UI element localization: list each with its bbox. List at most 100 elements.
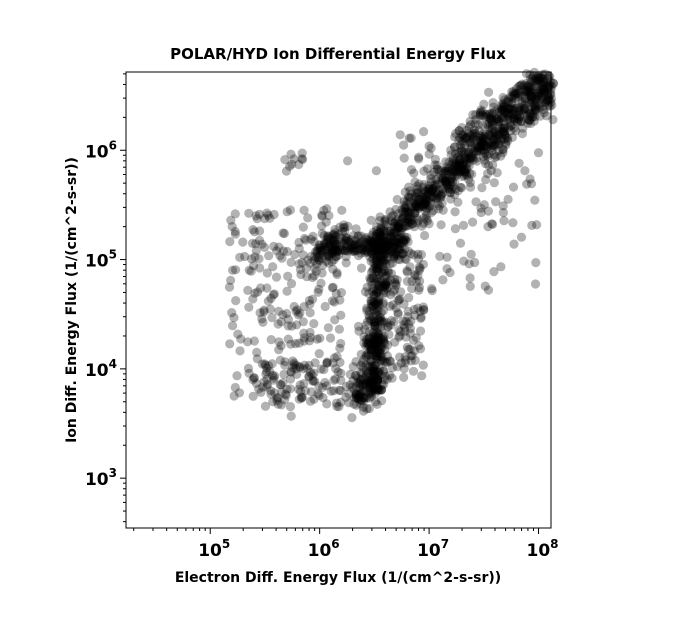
data-point <box>520 166 530 176</box>
data-point <box>406 133 416 143</box>
data-point <box>377 233 387 243</box>
data-point <box>403 237 413 247</box>
data-point <box>283 334 293 344</box>
data-point <box>373 375 383 385</box>
data-point <box>441 176 451 187</box>
data-point <box>376 326 386 336</box>
data-point <box>474 143 484 153</box>
data-point <box>435 251 445 261</box>
data-point <box>415 306 425 317</box>
data-point <box>474 141 484 151</box>
data-point <box>476 142 486 152</box>
data-point <box>356 244 366 255</box>
data-point <box>379 228 389 239</box>
data-point <box>461 169 471 179</box>
data-point <box>492 133 502 143</box>
data-point <box>363 243 373 254</box>
data-point <box>356 388 366 399</box>
data-point <box>545 89 555 99</box>
data-point <box>436 165 446 176</box>
data-point <box>497 134 507 144</box>
data-point <box>373 376 383 386</box>
data-point <box>244 368 254 378</box>
data-point <box>470 131 480 141</box>
data-point <box>463 174 474 184</box>
data-point <box>495 123 505 133</box>
data-point <box>321 251 331 261</box>
data-point <box>456 163 466 173</box>
data-point <box>387 258 397 268</box>
data-point <box>526 98 536 108</box>
data-point <box>496 262 506 272</box>
data-point <box>464 147 474 157</box>
data-point <box>492 130 502 140</box>
data-point <box>367 378 377 388</box>
data-point <box>445 187 455 198</box>
data-point <box>503 103 513 114</box>
data-point <box>513 88 523 98</box>
data-point <box>376 341 386 351</box>
data-point <box>373 385 383 395</box>
data-point <box>457 143 467 153</box>
data-point <box>260 401 271 411</box>
y-tick-label: 106 <box>85 138 117 162</box>
data-point <box>461 132 471 142</box>
data-point <box>266 389 276 399</box>
data-point <box>526 118 536 129</box>
data-point <box>378 244 388 254</box>
data-point <box>366 389 376 399</box>
data-point <box>537 72 547 82</box>
data-point <box>408 366 419 376</box>
data-point <box>356 360 366 370</box>
data-point <box>225 339 235 349</box>
data-point <box>288 362 298 373</box>
data-point <box>438 184 448 194</box>
data-point <box>537 94 547 104</box>
data-point <box>402 342 412 352</box>
data-point <box>374 227 384 237</box>
data-point <box>516 232 527 242</box>
data-point <box>283 271 293 281</box>
data-point <box>519 104 529 114</box>
data-point <box>503 109 513 119</box>
data-point <box>367 355 377 365</box>
data-point <box>373 384 383 394</box>
data-point <box>332 239 342 249</box>
data-point <box>278 246 289 256</box>
data-point <box>312 247 322 258</box>
data-point <box>395 352 405 362</box>
data-point <box>366 347 376 357</box>
data-point <box>373 348 383 358</box>
data-point <box>366 344 376 354</box>
data-point <box>400 326 410 336</box>
data-point <box>263 296 273 306</box>
data-point <box>368 301 378 311</box>
data-point <box>371 245 381 255</box>
data-point <box>370 361 380 371</box>
data-point <box>371 308 381 318</box>
data-point <box>500 129 510 139</box>
data-point <box>365 382 375 392</box>
data-point <box>490 115 500 126</box>
data-point <box>248 391 258 401</box>
data-point <box>376 276 386 287</box>
data-point <box>249 373 259 383</box>
data-point <box>285 374 296 384</box>
data-point <box>370 279 380 289</box>
data-point <box>463 128 474 138</box>
data-point <box>377 243 387 253</box>
data-point <box>370 348 381 358</box>
data-point <box>375 313 385 323</box>
data-point <box>248 294 258 304</box>
data-point <box>491 130 501 140</box>
data-point <box>368 328 378 338</box>
data-point <box>353 240 363 250</box>
data-point <box>505 104 515 114</box>
data-point <box>361 244 371 254</box>
data-point <box>300 386 310 396</box>
data-point <box>273 393 283 403</box>
data-point <box>353 377 363 387</box>
data-point <box>371 340 381 350</box>
data-point <box>419 127 429 137</box>
data-point <box>348 362 358 372</box>
